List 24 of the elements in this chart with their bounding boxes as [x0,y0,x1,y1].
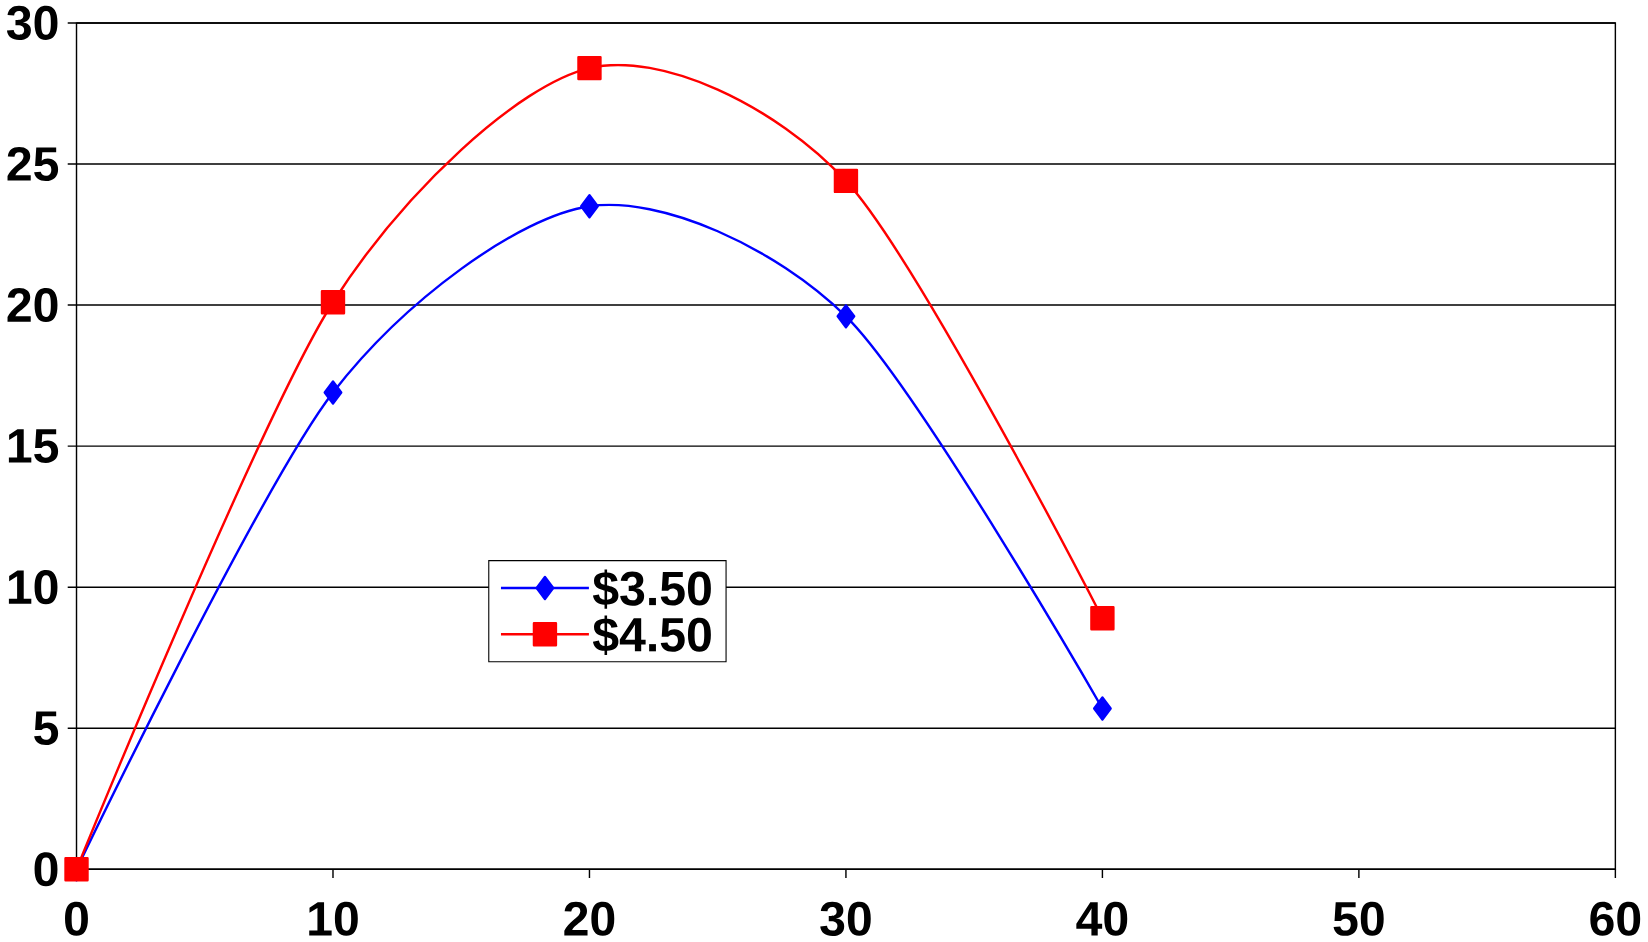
x-tick-label: 0 [65,901,88,936]
point [580,194,599,219]
y-tick-label: 20 [7,288,58,323]
x-tick-label: 60 [1590,901,1641,936]
legend-label: $4.50 [592,615,711,655]
x-tick-label: 10 [309,901,358,936]
x-tick-label: 20 [564,901,615,936]
y-tick-label: 25 [7,147,59,182]
y-tick-label: 0 [34,852,58,887]
point [833,168,859,194]
point [577,55,602,81]
y-tick-label: 15 [8,429,59,464]
point [836,304,856,329]
x-tick-label: 30 [820,901,871,937]
point [320,290,346,315]
y-tick-label: 5 [34,711,59,746]
y-tick-label: 10 [8,570,58,605]
x-tick-label: 50 [1333,901,1384,936]
y-tick-label: 30 [6,5,58,41]
x-tick-label: 40 [1076,901,1128,936]
point [323,380,343,405]
legend-label: $3.50 [592,569,711,609]
point [1092,696,1112,721]
point [1090,606,1115,631]
